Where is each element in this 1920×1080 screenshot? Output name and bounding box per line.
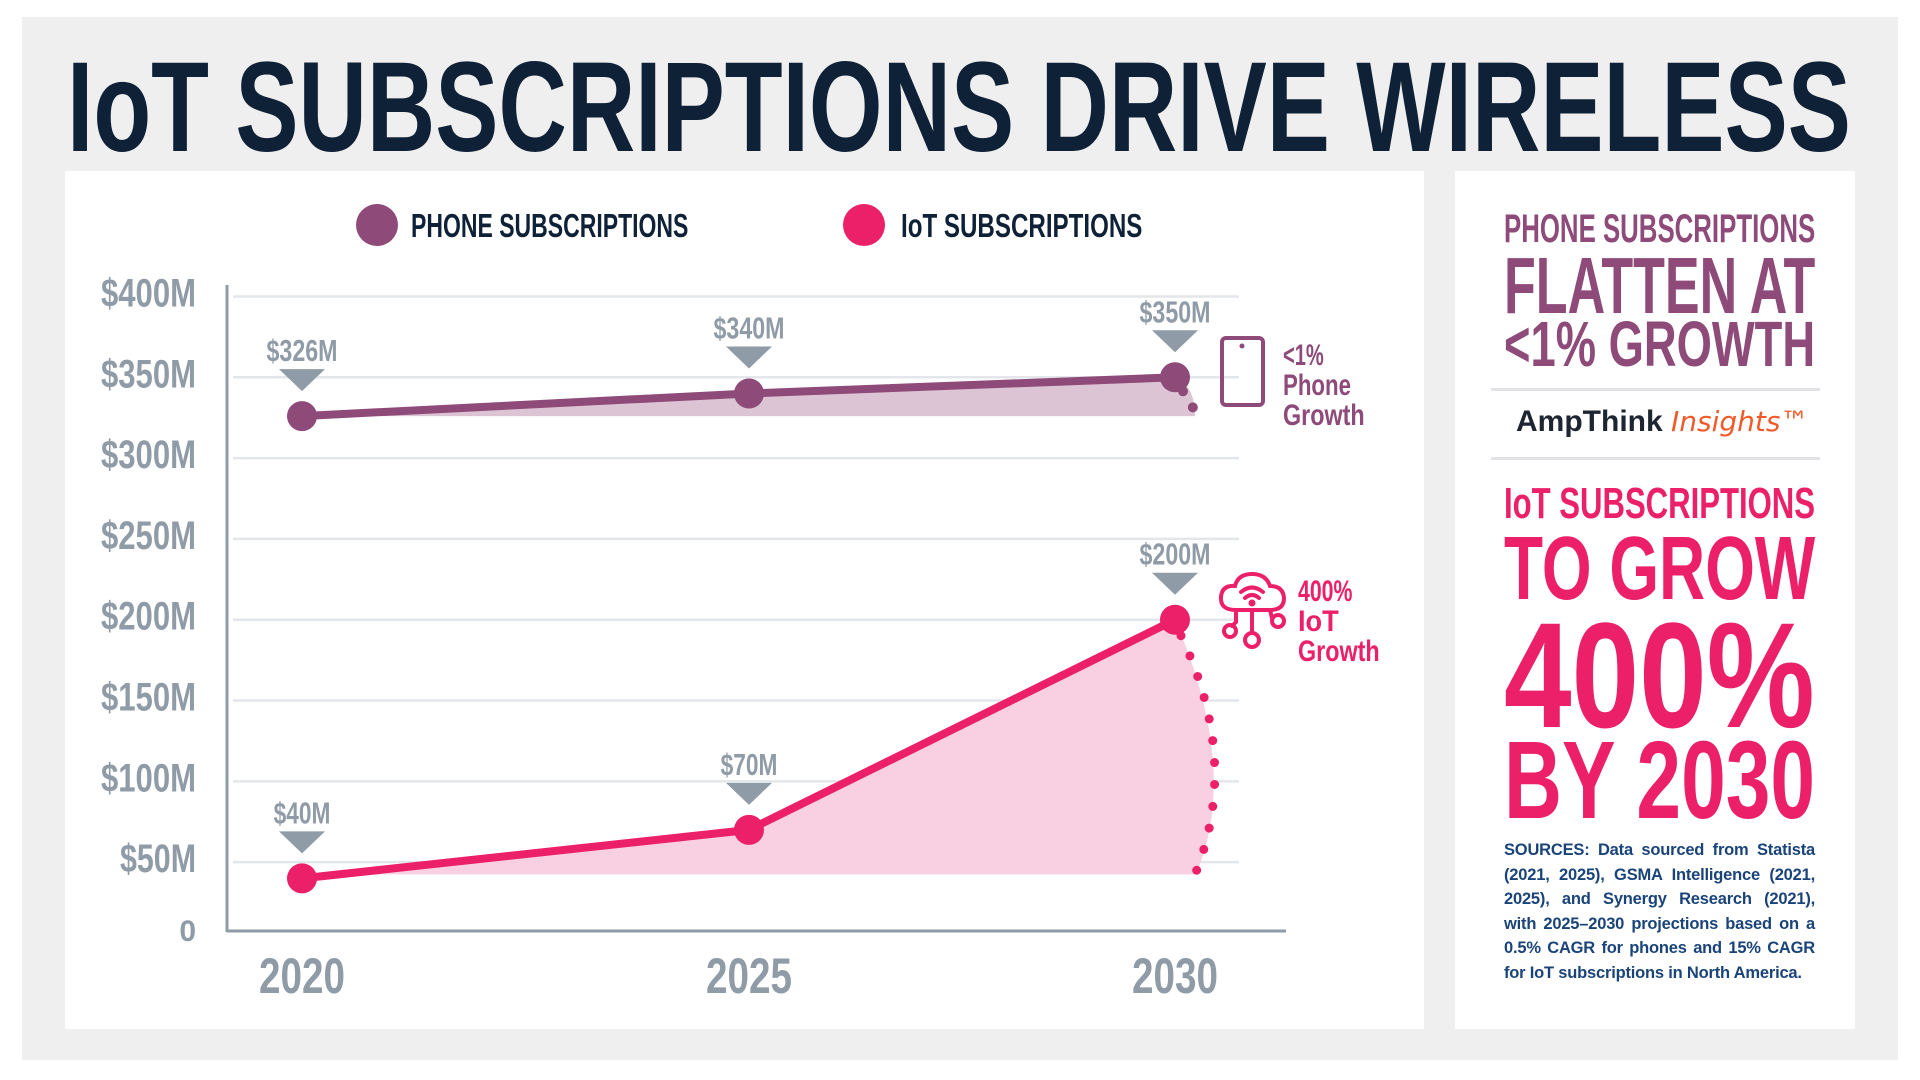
iot-data-point xyxy=(287,863,317,894)
phone-headline-2: <1% GROWTH xyxy=(1504,308,1816,380)
y-tick-label: $50M xyxy=(120,837,196,881)
iot-data-label: $40M xyxy=(274,795,331,830)
y-tick-label: $350M xyxy=(101,352,196,396)
iot-data-point xyxy=(1160,604,1190,635)
annotation-text: 400% xyxy=(1298,575,1352,608)
phone-data-point xyxy=(734,378,764,409)
pointer-triangle-icon xyxy=(726,346,772,369)
network-lines xyxy=(1230,608,1274,634)
x-tick-label: 2020 xyxy=(259,948,345,1004)
y-tick-label: $200M xyxy=(101,595,196,639)
network-node xyxy=(1222,623,1238,639)
cloud-network-icon xyxy=(1218,571,1287,649)
wifi-dot xyxy=(1248,599,1256,607)
phone-data-label: $340M xyxy=(714,310,785,345)
annotation-text: Growth xyxy=(1283,399,1365,432)
phone-projection-dots xyxy=(1178,386,1199,421)
legend-label: PHONE SUBSCRIPTIONS xyxy=(411,207,688,244)
divider xyxy=(1491,388,1820,391)
divider xyxy=(1491,457,1820,460)
cloud-shape xyxy=(1218,571,1287,612)
x-tick-label: 2030 xyxy=(1132,948,1218,1004)
y-tick-label: $400M xyxy=(101,271,196,315)
x-tick-label: 2025 xyxy=(706,948,792,1004)
pointer-triangle-icon xyxy=(279,369,325,392)
sources-note: SOURCES: Data sourced from Statista (202… xyxy=(1504,841,1815,982)
pointer-triangle-icon xyxy=(1152,330,1198,353)
page-title: IoT SUBSCRIPTIONS DRIVE WIRELESS xyxy=(67,44,1851,172)
smartphone-camera xyxy=(1239,343,1245,349)
pointer-triangle-icon xyxy=(1152,572,1198,595)
pointer-triangle-icon xyxy=(279,831,325,854)
annotation-text: Phone xyxy=(1283,369,1351,402)
wifi-waves xyxy=(1239,585,1265,600)
phone-kicker: PHONE SUBSCRIPTIONS xyxy=(1504,207,1816,251)
iot-headline-3: BY 2030 xyxy=(1504,719,1816,842)
phone-data-label: $326M xyxy=(267,333,338,368)
iot-kicker: IoT SUBSCRIPTIONS xyxy=(1504,479,1816,528)
legend-marker-phone xyxy=(356,204,398,246)
iot-data-label: $70M xyxy=(721,747,778,782)
y-tick-label: $150M xyxy=(101,676,196,720)
brand-suffix: Insights™ xyxy=(1671,405,1809,438)
iot-headline-2: 400% xyxy=(1504,591,1815,759)
phone-data-point xyxy=(1160,362,1190,393)
annotation-text: <1% xyxy=(1283,339,1324,372)
phone-headline-1: FLATTEN AT xyxy=(1504,241,1816,330)
y-tick-label: 0 xyxy=(179,915,196,948)
annotation-text: Growth xyxy=(1298,635,1380,668)
legend-label: IoT SUBSCRIPTIONS xyxy=(901,207,1142,244)
iot-headline-1: TO GROW xyxy=(1504,519,1816,619)
y-tick-label: $250M xyxy=(101,514,196,558)
iot-area xyxy=(302,619,1214,879)
page-title-text: IoT SUBSCRIPTIONS DRIVE WIRELESS xyxy=(67,36,1851,179)
y-tick-label: $300M xyxy=(101,433,196,477)
pointer-triangle-icon xyxy=(726,782,772,805)
network-node xyxy=(1270,613,1286,629)
annotation-text: IoT xyxy=(1298,605,1339,638)
y-tick-label: $100M xyxy=(101,756,196,800)
brand-name: AmpThink xyxy=(1516,405,1663,438)
phone-data-label: $350M xyxy=(1140,294,1211,329)
legend-marker-iot xyxy=(843,204,885,246)
smartphone-icon xyxy=(1220,336,1265,407)
iot-data-label: $200M xyxy=(1140,537,1211,572)
phone-data-point xyxy=(287,401,317,432)
smartphone-body xyxy=(1220,336,1265,407)
iot-data-point xyxy=(734,814,764,845)
network-node xyxy=(1243,631,1261,649)
insights-panel xyxy=(1455,171,1855,1029)
brand-logo: AmpThink Insights™ xyxy=(1516,405,1809,439)
